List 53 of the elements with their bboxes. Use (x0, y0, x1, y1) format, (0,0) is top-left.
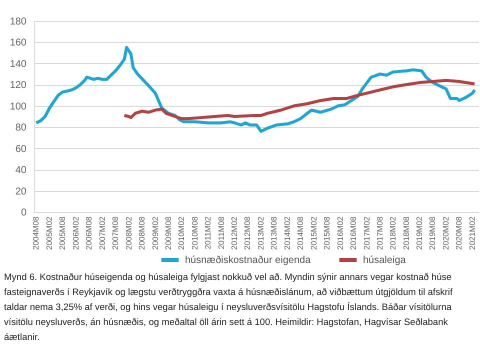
y-tick-label: 40 (15, 165, 27, 176)
y-tick-label: 60 (15, 144, 27, 155)
x-tick-label: 2020M08 (454, 216, 464, 250)
x-tick-label: 2015M08 (322, 216, 332, 250)
y-tick-label: 140 (10, 58, 27, 70)
x-tick-label: 2010M02 (177, 216, 186, 250)
x-tick-label: 2016M02 (336, 216, 345, 250)
line-series (122, 78, 476, 120)
y-tick-label: 180 (10, 16, 27, 28)
x-tick-label: 2017M02 (362, 216, 372, 250)
x-tick-label: 2009M02 (150, 216, 160, 250)
x-tick-label: 2009M08 (164, 216, 173, 250)
x-tick-label: 2008M02 (124, 216, 134, 250)
x-tick-label: 2019M02 (415, 216, 424, 250)
y-tick-label: 80 (15, 122, 27, 134)
x-tick-label: 2013M02 (256, 216, 266, 250)
y-tick-label: 120 (10, 80, 27, 92)
x-tick-label: 2013M08 (270, 216, 279, 250)
y-tick-label: 100 (10, 101, 27, 112)
text: áætlanir. (4, 332, 40, 342)
x-tick-label: 2005M02 (45, 216, 54, 250)
x-tick-label: 2007M02 (98, 216, 107, 250)
x-tick-label: 2004M08 (32, 216, 41, 250)
y-tick-label: 160 (10, 38, 27, 49)
text: vísitölu neysluverðs, án húsnæðis, og meðaltal öll árin sett á 100. Heimildir: Hagstofan, Hagvísar Seðlabank (4, 317, 448, 327)
text: Mynd 6. Kostnaður húseigenda og húsaleiga fylgjast nokkuð vel að. Myndin sýnir annars vegar kostnað húse (4, 272, 452, 282)
x-tick-label: 2005M08 (58, 216, 68, 250)
text: fasteignaverðs í Reykjavík og lægstu verðtryggðra vaxta á húsnæðislánum, að viðbættum útgjöldum til afskrif (4, 287, 453, 297)
y-tick-label: 20 (15, 186, 27, 198)
x-tick-label: 2006M02 (71, 216, 80, 250)
x-tick-label: 2007M08 (111, 216, 120, 250)
x-tick-label: 2020M02 (442, 216, 451, 250)
x-tick-label: 2015M02 (309, 216, 318, 250)
y-tick-label: 0 (20, 208, 27, 218)
x-tick-label: 2021M02 (468, 216, 478, 250)
x-tick-label: 2014M02 (282, 216, 292, 250)
legend-label: húsaleiga (363, 255, 406, 266)
x-tick-label: 2011M02 (204, 216, 213, 250)
text: taldar nema 3,25% af verði, og hins vegar húsaleigu í neysluverðsvísitölu Hagstofu Íslands. Báðar vísitölurna (4, 301, 452, 312)
line-series (34, 46, 476, 133)
x-tick-label: 2006M08 (84, 216, 94, 250)
x-tick-label: 2012M02 (230, 216, 240, 250)
x-tick-label: 2019M08 (428, 216, 438, 250)
x-tick-label: 2012M08 (243, 216, 252, 250)
x-tick-label: 2018M08 (402, 216, 411, 250)
x-tick-label: 2010M08 (190, 216, 200, 250)
x-tick-label: 2011M08 (216, 216, 226, 250)
x-tick-label: 2016M08 (348, 216, 358, 250)
x-tick-label: 2014M08 (296, 216, 306, 250)
x-tick-label: 2008M08 (137, 216, 146, 250)
x-tick-label: 2017M08 (375, 216, 384, 250)
legend-label: húsnæðiskostnaður eigenda (185, 255, 312, 266)
x-tick-label: 2018M02 (388, 216, 398, 250)
